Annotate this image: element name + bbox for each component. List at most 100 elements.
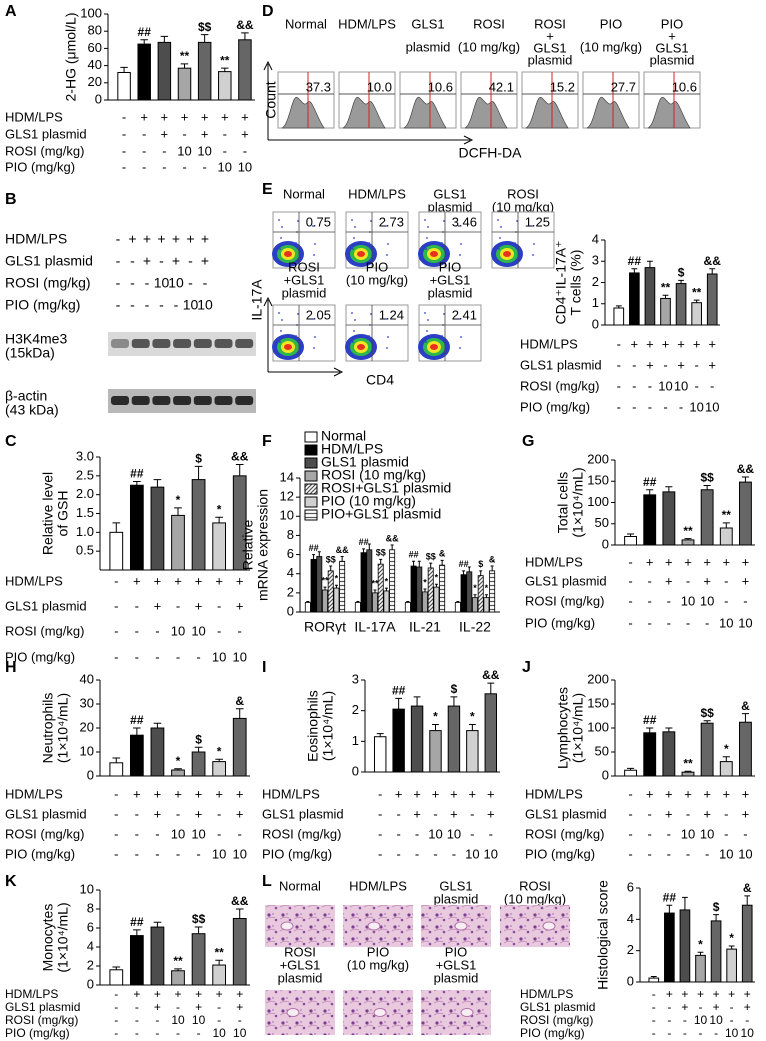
treatment-label: HDM/LPS	[525, 554, 583, 569]
y-tick-label: 150	[587, 695, 609, 710]
error-bar	[423, 588, 427, 592]
sample-title: Normal	[283, 186, 325, 201]
treatment-cell: +	[744, 1000, 751, 1014]
treatment-cell: +	[195, 987, 202, 1001]
treatment-cell: +	[693, 336, 701, 351]
treatment-label: ROSI (mg/kg)	[5, 275, 91, 291]
treatment-label: ROSI (mg/kg)	[5, 1013, 78, 1027]
y-tick-label: 3.0	[76, 448, 94, 463]
bar	[232, 717, 247, 777]
bar	[662, 491, 676, 546]
treatment-label: ROSI (mg/kg)	[520, 378, 599, 393]
y-tick-label: 2.5	[76, 467, 94, 482]
density-contour	[357, 251, 365, 257]
event-dot	[426, 237, 428, 239]
treatment-cell: -	[135, 806, 139, 821]
y-tick-label: 1.0	[76, 524, 94, 539]
treatment-cell: -	[114, 1026, 118, 1040]
x-tick-label: IL-17A	[354, 619, 396, 635]
bar	[150, 486, 165, 571]
error-bar	[312, 554, 316, 560]
significance-label: &&	[704, 254, 722, 268]
histogram	[281, 97, 325, 129]
treatment-cell: -	[433, 806, 437, 821]
error-bar	[417, 560, 421, 568]
significance-label: *	[385, 576, 389, 586]
treatment-cell: -	[694, 378, 698, 393]
significance-label: $$	[426, 552, 436, 562]
quadrant-lines	[346, 212, 408, 268]
significance-label: *	[217, 502, 222, 516]
significance-label: &&	[482, 668, 500, 682]
treatment-cell: -	[122, 109, 126, 124]
treatment-cell: -	[648, 593, 652, 608]
bar	[129, 734, 144, 777]
significance-label: &&	[737, 462, 755, 476]
significance-label: ##	[359, 537, 369, 547]
event-dot	[278, 219, 280, 221]
percent-label: 2.05	[306, 307, 331, 322]
treatment-cell: -	[217, 1000, 221, 1014]
event-dot	[280, 237, 282, 239]
sample-title: GLS1	[411, 16, 444, 31]
bar	[416, 566, 423, 613]
error-bar	[112, 757, 121, 763]
bar	[691, 302, 702, 326]
bar	[648, 977, 660, 983]
sample-title: HDM/LPS	[349, 878, 407, 893]
treatment-cell: +	[154, 573, 162, 588]
error-bar	[133, 727, 141, 736]
significance-label: *	[335, 574, 339, 584]
treatment-cell: -	[378, 826, 382, 841]
blot-band	[111, 339, 129, 348]
treatment-cell: -	[142, 126, 146, 141]
y-tick-label: 30	[80, 695, 94, 710]
treatment-cell: +	[646, 357, 654, 372]
error-bar	[647, 260, 653, 268]
bar	[117, 71, 131, 101]
y-axis-label: mRNA expression	[255, 489, 271, 601]
significance-label: ##	[663, 890, 677, 904]
treatment-cell: -	[667, 593, 671, 608]
treatment-cell: +	[143, 253, 151, 269]
treatment-cell: +	[708, 357, 716, 372]
legend-swatch	[304, 483, 318, 495]
error-bar	[340, 555, 344, 562]
treatment-cell: -	[162, 159, 166, 174]
blot-band	[235, 396, 254, 405]
blot-band	[173, 339, 192, 348]
bar	[191, 751, 206, 777]
treatment-cell: +	[174, 786, 182, 801]
airway	[373, 1008, 387, 1017]
error-bar	[412, 560, 416, 567]
error-bar	[334, 584, 338, 589]
treatment-cell: -	[238, 623, 242, 638]
bar	[726, 948, 737, 983]
significance-label: **	[371, 578, 379, 588]
significance-label: ##	[130, 713, 144, 727]
event-dot	[314, 336, 316, 338]
treatment-cell: -	[114, 786, 118, 801]
bar	[212, 522, 227, 571]
treatment-cell: -	[743, 826, 747, 841]
bar	[322, 589, 328, 613]
error-bar	[479, 570, 483, 576]
bar	[466, 730, 479, 773]
bar	[483, 597, 490, 613]
treatment-cell: +	[215, 786, 223, 801]
treatment-cell: -	[686, 846, 690, 861]
bar	[643, 494, 657, 546]
significance-label: &&	[336, 545, 349, 555]
y-axis-label: CD4⁺IL-17A⁺	[553, 240, 569, 324]
error-bar	[373, 589, 377, 593]
event-dot	[386, 254, 388, 256]
sample-title: +GLS1	[436, 957, 477, 972]
error-bar	[490, 565, 494, 571]
bar	[454, 602, 461, 613]
treatment-cell: 10	[218, 159, 232, 174]
blot-band	[214, 339, 233, 348]
treatment-cell: 10	[212, 846, 226, 861]
error-bar	[722, 522, 730, 528]
bar	[137, 43, 151, 101]
treatment-cell: 10	[197, 297, 213, 313]
